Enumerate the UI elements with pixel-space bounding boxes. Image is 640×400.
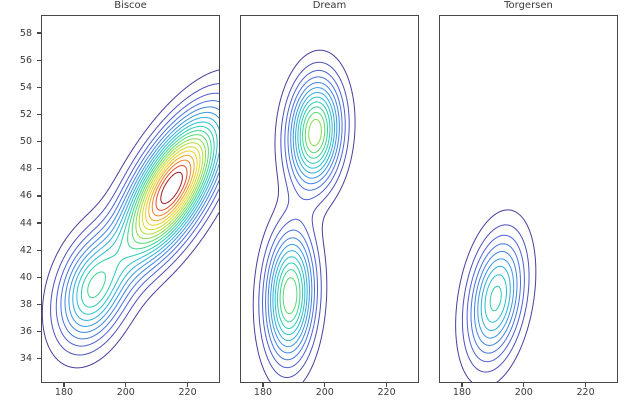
y-tick-mark [37, 358, 41, 360]
x-tick-label: 220 [576, 387, 595, 398]
y-tick-label: 42 [19, 244, 32, 256]
facet-title-dream: Dream [312, 0, 347, 11]
x-tick-label: 180 [54, 387, 74, 398]
y-tick-label: 56 [19, 54, 32, 66]
y-tick-label: 54 [19, 81, 32, 93]
x-tick-mark [585, 383, 587, 387]
x-tick-mark [125, 383, 127, 387]
x-tick-label: 220 [178, 387, 197, 398]
y-tick-mark [37, 303, 41, 306]
plot-area-biscoe [41, 15, 220, 383]
plot-area-torgersen [439, 15, 618, 383]
x-tick-mark [324, 383, 326, 387]
contour-canvas-biscoe [42, 16, 219, 382]
y-tick-mark [37, 86, 41, 88]
y-tick-label: 58 [19, 27, 32, 39]
x-tick-mark [386, 383, 388, 387]
x-tick-mark [187, 383, 189, 387]
y-tick-mark [37, 222, 41, 224]
y-tick-mark [37, 141, 41, 143]
x-tick-label: 200 [116, 387, 135, 398]
y-tick-label: 48 [19, 163, 32, 175]
x-tick-label: 180 [253, 387, 273, 398]
x-tick-mark [523, 383, 525, 387]
y-tick-label: 40 [19, 271, 32, 283]
x-tick-mark [63, 383, 65, 387]
x-tick-label: 220 [377, 387, 396, 398]
y-tick-mark [37, 331, 41, 333]
y-tick-mark [37, 195, 41, 197]
x-tick-label: 180 [452, 387, 472, 398]
x-tick-mark [262, 383, 264, 387]
x-tick-label: 200 [315, 387, 334, 398]
y-tick-label: 36 [19, 326, 32, 338]
plot-area-dream [240, 15, 419, 383]
y-tick-label: 38 [19, 298, 32, 310]
y-tick-mark [37, 168, 41, 170]
y-tick-label: 34 [19, 353, 32, 365]
y-tick-label: 46 [19, 190, 32, 202]
facet-title-biscoe: Biscoe [114, 0, 147, 11]
y-tick-mark [37, 276, 41, 278]
contour-canvas-torgersen [440, 16, 617, 382]
facet-title-torgersen: Torgersen [504, 0, 553, 11]
y-tick-mark [37, 113, 41, 116]
x-tick-mark [461, 383, 463, 387]
y-tick-label: 52 [19, 109, 32, 120]
y-tick-label: 44 [19, 217, 32, 229]
y-tick-mark [37, 249, 41, 251]
contour-canvas-dream [241, 16, 418, 382]
y-tick-label: 50 [19, 136, 32, 148]
y-tick-mark [37, 59, 41, 61]
y-tick-mark [37, 32, 41, 34]
x-tick-label: 200 [514, 387, 533, 398]
